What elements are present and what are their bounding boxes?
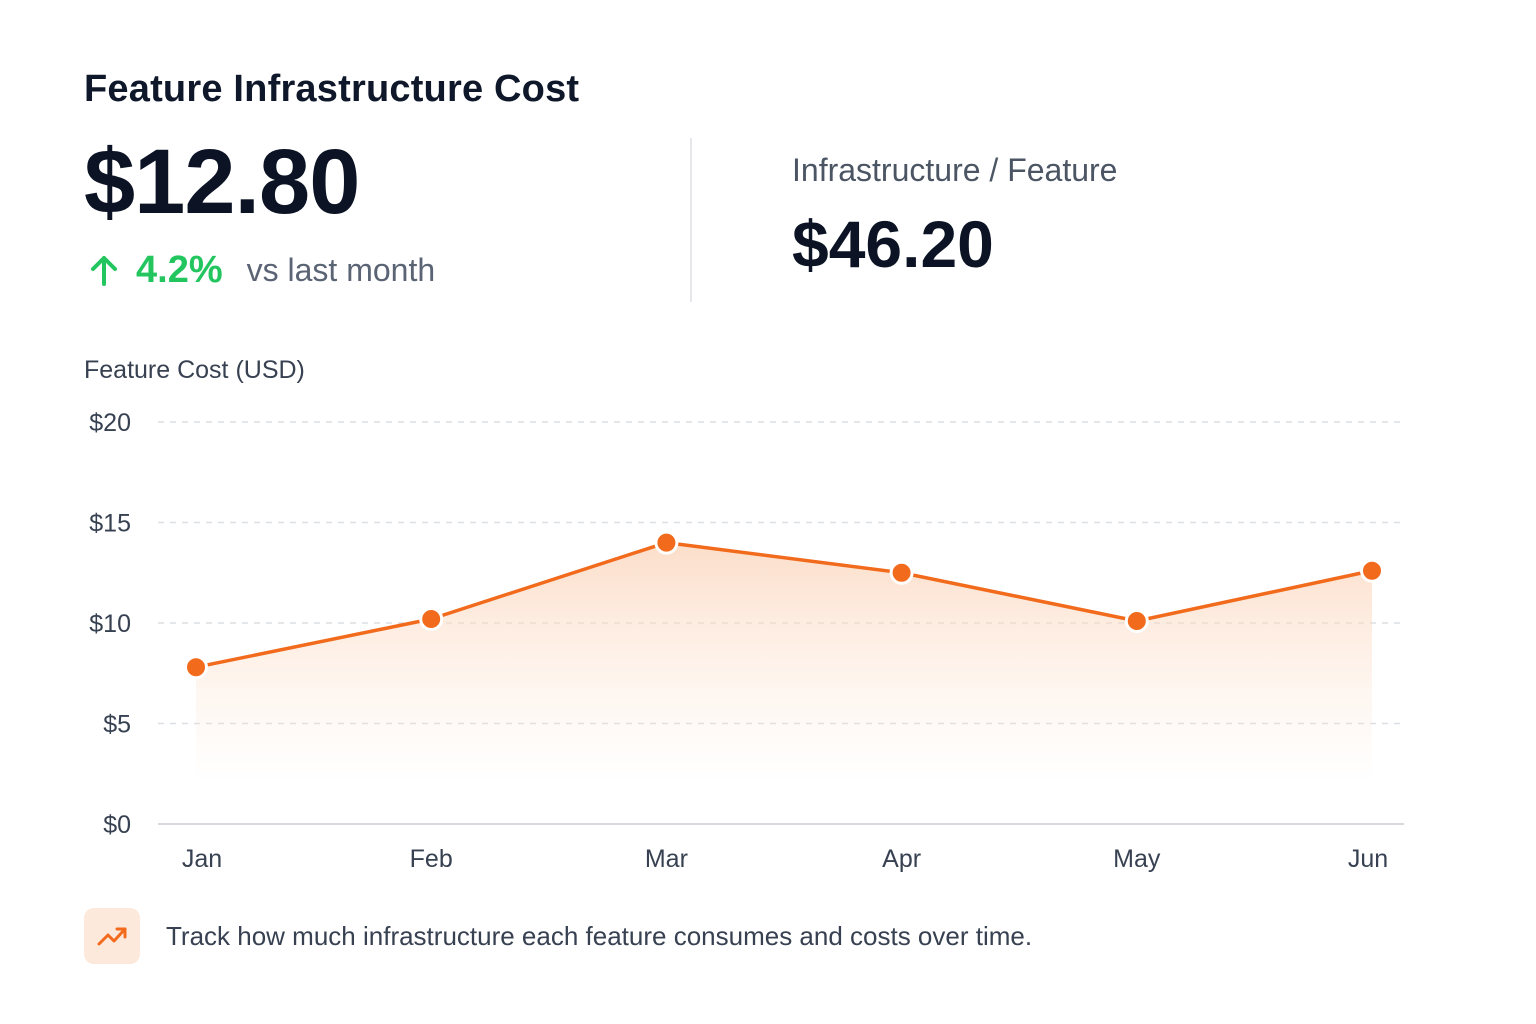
x-tick-label: May: [1113, 845, 1161, 873]
divider: [690, 138, 692, 302]
y-tick-label: $20: [89, 409, 131, 437]
y-tick-label: $0: [103, 811, 131, 839]
data-point: [419, 606, 444, 631]
footer-note: Track how much infrastructure each featu…: [84, 908, 1032, 964]
data-point: [1124, 608, 1149, 633]
series-line-path: [194, 540, 1374, 669]
secondary-metric-value: $46.20: [792, 207, 994, 281]
page-title: Feature Infrastructure Cost: [84, 68, 580, 110]
x-tick-label: Mar: [645, 845, 688, 873]
x-axis-ticks: Jan Feb Mar Apr May Jun: [182, 845, 1388, 873]
series-line: [194, 540, 1374, 669]
data-point: [654, 530, 679, 555]
trend-badge: [84, 908, 140, 964]
y-tick-label: $5: [103, 711, 131, 739]
primary-metric-value: $12.80: [84, 131, 360, 233]
arrow-up-icon: [91, 256, 117, 286]
data-point: [184, 655, 208, 680]
change-suffix: vs last month: [246, 251, 436, 288]
y-tick-label: $15: [89, 510, 131, 538]
y-axis-ticks: $0 $5 $10 $15 $20: [89, 409, 131, 839]
change-percent: 4.2%: [136, 248, 223, 291]
data-point: [1360, 558, 1384, 583]
change-indicator: 4.2% vs last month: [84, 246, 435, 294]
x-tick-label: Jan: [182, 845, 222, 873]
y-tick-label: $10: [89, 610, 131, 638]
secondary-metric-label: Infrastructure / Feature: [792, 152, 1118, 188]
x-tick-label: Jun: [1348, 845, 1388, 873]
chart-y-axis-label: Feature Cost (USD): [84, 356, 305, 384]
footer-text: Track how much infrastructure each featu…: [166, 920, 1033, 951]
trending-up-icon: [97, 927, 127, 946]
series-area: [196, 542, 1372, 784]
x-tick-label: Feb: [410, 845, 453, 873]
x-tick-label: Apr: [882, 845, 921, 873]
data-points: [184, 530, 1384, 680]
data-point: [889, 560, 914, 585]
area-fill: [196, 542, 1372, 784]
